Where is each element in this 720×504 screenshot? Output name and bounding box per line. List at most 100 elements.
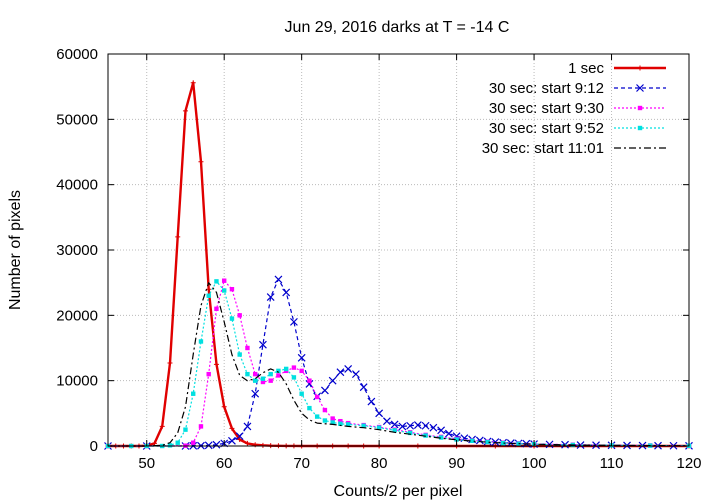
data-point: [229, 316, 235, 321]
data-point: [413, 421, 422, 430]
series-line: [108, 81, 689, 448]
data-point: [191, 391, 196, 396]
series-layer: [104, 80, 693, 450]
series-line: [108, 280, 690, 447]
series-line: [108, 282, 690, 447]
data-point: [175, 440, 180, 445]
series-4: [105, 279, 692, 449]
data-point: [198, 339, 204, 344]
x-tick-label: 120: [676, 455, 701, 472]
data-point: [229, 425, 235, 431]
legend-entry-2: 30 sec: start 9:12: [489, 80, 666, 97]
data-point: [500, 440, 506, 446]
data-point: [438, 435, 444, 440]
y-tick-label: 10000: [56, 373, 98, 390]
legend-label: 30 sec: start 9:52: [489, 120, 604, 137]
data-point: [222, 288, 227, 293]
data-point: [330, 420, 335, 425]
data-point: [183, 427, 188, 432]
data-point: [252, 378, 258, 383]
data-point: [344, 364, 353, 373]
data-point: [291, 375, 297, 380]
x-tick-label: 90: [448, 455, 465, 472]
data-point: [305, 380, 314, 388]
series-line: [108, 280, 690, 447]
data-point: [245, 345, 250, 351]
data-point: [221, 404, 227, 410]
data-point: [289, 317, 298, 326]
data-point: [237, 352, 242, 357]
legend-marker: [636, 84, 644, 92]
data-point: [191, 440, 196, 445]
data-point: [421, 421, 430, 430]
data-point: [429, 423, 438, 432]
data-point: [314, 414, 320, 419]
data-point: [244, 440, 250, 446]
data-point: [376, 425, 382, 430]
series-2: [104, 275, 693, 450]
y-tick-label: 50000: [56, 111, 98, 128]
data-point: [167, 360, 173, 366]
data-point: [167, 443, 173, 448]
x-tick-label: 50: [138, 455, 155, 472]
data-point: [338, 421, 343, 426]
data-point: [328, 376, 337, 385]
data-point: [297, 353, 306, 362]
x-tick-label: 70: [293, 455, 310, 472]
data-point: [214, 279, 219, 284]
data-point: [322, 407, 328, 413]
data-point: [291, 365, 297, 370]
data-point: [406, 421, 415, 430]
y-tick-label: 40000: [56, 177, 98, 194]
data-point: [299, 368, 304, 374]
data-point: [213, 361, 219, 367]
x-tick-label: 80: [371, 455, 388, 472]
data-point: [398, 422, 407, 431]
legend-marker: [637, 65, 643, 71]
data-point: [390, 420, 399, 429]
x-tick-label: 100: [522, 455, 547, 472]
data-point: [237, 436, 243, 442]
data-point: [407, 430, 413, 436]
data-point: [214, 306, 219, 311]
legend-label: 1 sec: [568, 60, 604, 77]
data-point: [260, 376, 266, 381]
data-point: [222, 278, 227, 283]
data-point: [159, 423, 165, 429]
legend-entry-3: 30 sec: start 9:30: [489, 100, 666, 117]
data-point: [266, 293, 275, 301]
legend-label: 30 sec: start 9:12: [489, 80, 604, 97]
series-3: [105, 278, 692, 449]
data-point: [260, 379, 266, 385]
data-point: [198, 159, 204, 165]
data-point: [437, 426, 446, 435]
data-point: [212, 440, 221, 449]
data-point: [235, 432, 244, 441]
legend-entry-4: 30 sec: start 9:52: [489, 120, 666, 137]
data-point: [454, 437, 459, 442]
data-point: [282, 288, 291, 297]
legend-label: 30 sec: start 11:01: [482, 140, 604, 157]
data-point: [252, 371, 258, 377]
legend: 1 sec 30 sec: start 9:12 30 sec: start 9:3…: [482, 60, 666, 157]
data-point: [206, 293, 211, 298]
data-point: [361, 423, 366, 428]
data-point: [469, 438, 475, 443]
data-point: [592, 441, 600, 450]
data-point: [485, 439, 490, 445]
legend-entry-1: 1 sec: [568, 60, 666, 77]
series-5: [108, 282, 690, 447]
data-point: [274, 275, 283, 284]
y-tick-label: 20000: [56, 307, 98, 324]
legend-entry-5: 30 sec: start 11:01: [482, 140, 666, 157]
data-point: [268, 378, 273, 383]
data-point: [345, 422, 351, 427]
data-point: [251, 389, 260, 398]
y-tick-label: 0: [90, 438, 98, 455]
data-point: [229, 287, 235, 292]
y-tick-label: 30000: [56, 242, 98, 259]
y-axis-title: Number of pixels: [7, 190, 24, 310]
data-point: [198, 424, 204, 429]
data-point: [243, 422, 252, 431]
